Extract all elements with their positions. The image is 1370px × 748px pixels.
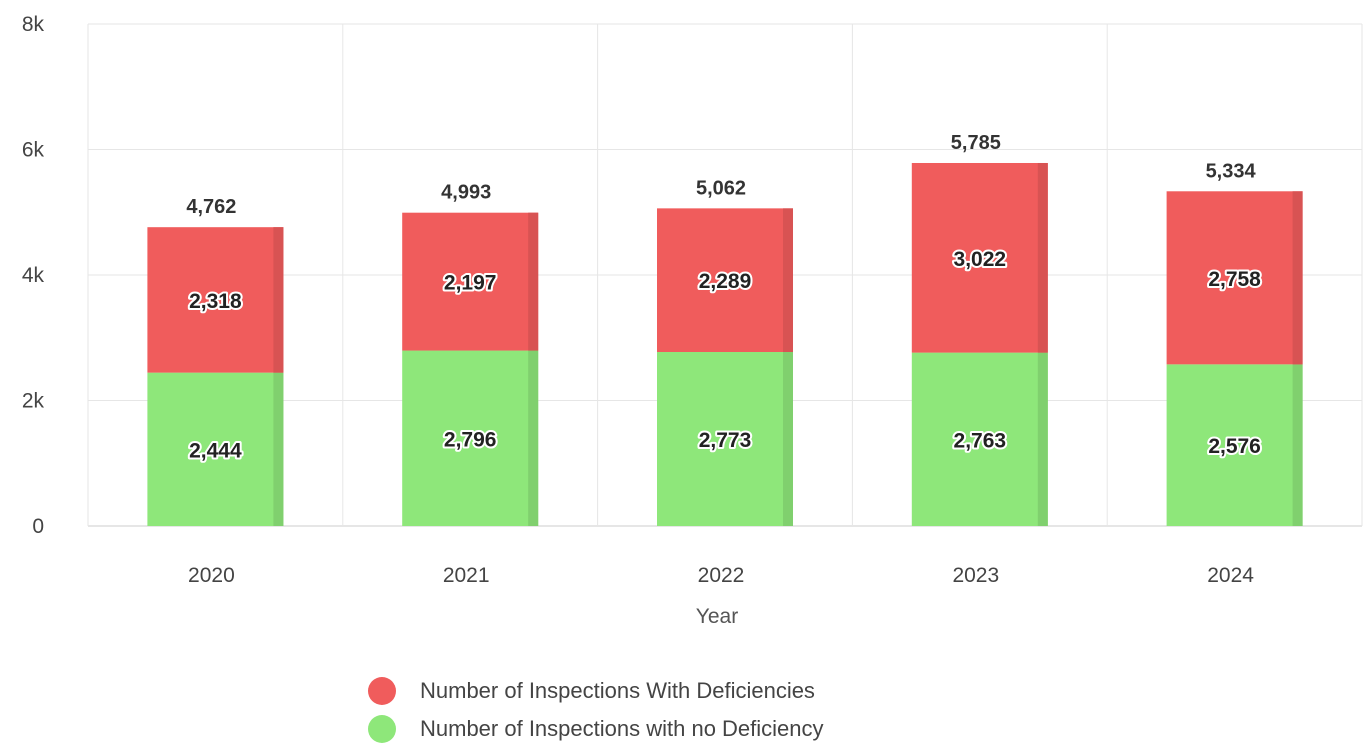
y-axis-ticks: 0 2k 4k 6k 8k bbox=[22, 13, 45, 538]
bar-segment bbox=[657, 351, 793, 526]
bar-segment bbox=[402, 350, 539, 526]
bar-edge-shade bbox=[783, 208, 793, 352]
data-label: 3,022 bbox=[954, 248, 1007, 271]
x-tick-label: 2022 bbox=[698, 564, 745, 587]
total-label: 4,993 bbox=[441, 182, 491, 204]
data-label: 2,763 bbox=[954, 429, 1007, 452]
bar-edge-shade bbox=[528, 212, 539, 351]
legend-label: Number of Inspections With Deficiencies bbox=[420, 678, 815, 703]
data-label: 2,289 bbox=[699, 270, 752, 293]
x-axis-title: Year bbox=[696, 605, 738, 628]
data-label: 2,318 bbox=[189, 290, 242, 313]
data-label: 2,576 bbox=[1208, 435, 1261, 458]
data-label: 2,444 bbox=[189, 439, 242, 462]
bar-segment bbox=[1166, 191, 1303, 365]
data-label: 2,197 bbox=[444, 272, 497, 295]
bar-edge-shade bbox=[273, 372, 284, 526]
bar-segment bbox=[911, 162, 1048, 353]
total-label: 5,062 bbox=[696, 177, 746, 199]
data-label: 2,796 bbox=[444, 428, 497, 451]
bar-segment bbox=[147, 372, 284, 526]
bar-segment bbox=[402, 212, 539, 351]
bar-edge-shade bbox=[528, 350, 539, 526]
x-tick-label: 2020 bbox=[188, 564, 235, 587]
total-label: 5,334 bbox=[1206, 160, 1257, 182]
y-tick-label: 0 bbox=[32, 515, 44, 538]
data-label: 2,773 bbox=[699, 429, 752, 452]
legend-dot-icon bbox=[368, 677, 396, 705]
legend-dot-icon bbox=[368, 715, 396, 743]
x-tick-label: 2023 bbox=[952, 564, 999, 587]
bar-edge-shade bbox=[783, 351, 793, 526]
y-tick-label: 2k bbox=[22, 390, 45, 413]
bar-segment bbox=[911, 352, 1048, 526]
bar-segment bbox=[657, 208, 793, 352]
legend-label: Number of Inspections with no Deficiency bbox=[420, 716, 824, 741]
bar-segment bbox=[1166, 364, 1303, 526]
legend: Number of Inspections With Deficiencies … bbox=[368, 672, 824, 748]
bar-edge-shade bbox=[273, 227, 284, 373]
y-tick-label: 4k bbox=[22, 264, 45, 287]
x-axis-ticks: 2020 2021 2022 2023 2024 bbox=[188, 564, 1254, 587]
bar-segment bbox=[147, 227, 284, 373]
y-tick-label: 6k bbox=[22, 139, 45, 162]
legend-item-with-deficiencies[interactable]: Number of Inspections With Deficiencies bbox=[368, 672, 824, 710]
legend-item-no-deficiency[interactable]: Number of Inspections with no Deficiency bbox=[368, 710, 824, 748]
bar-edge-shade bbox=[1292, 364, 1303, 526]
bar-edge-shade bbox=[1292, 191, 1303, 365]
bar-edge-shade bbox=[1037, 352, 1048, 526]
x-tick-label: 2024 bbox=[1207, 564, 1254, 587]
bars: 2,444 2,318 4,762 2,796 2,197 4,993 2,773 2,289… bbox=[147, 132, 1303, 526]
data-label: 2,758 bbox=[1208, 268, 1261, 291]
y-tick-label: 8k bbox=[22, 13, 45, 36]
bar-edge-shade bbox=[1037, 162, 1048, 353]
total-label: 5,785 bbox=[951, 132, 1001, 154]
total-label: 4,762 bbox=[186, 196, 236, 218]
x-tick-label: 2021 bbox=[443, 564, 490, 587]
